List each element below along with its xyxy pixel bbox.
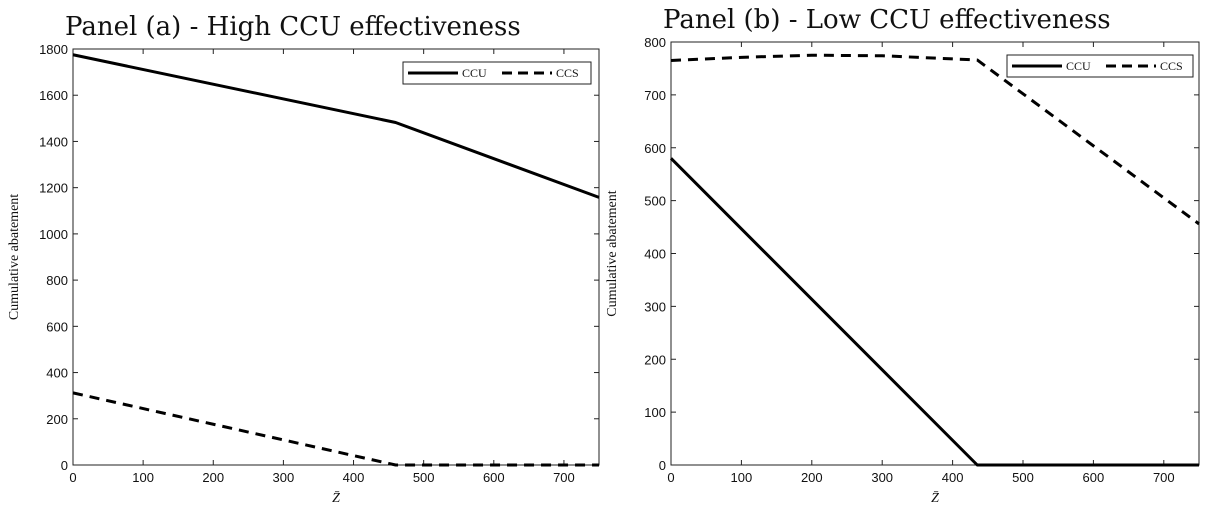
y-tick-label: 1000 — [39, 227, 68, 242]
legend: CCU CCS — [1007, 55, 1193, 77]
plot-frame — [671, 42, 1199, 465]
x-tick-label: 300 — [871, 470, 893, 485]
y-tick-label: 1200 — [39, 181, 68, 196]
x-tick-label: 600 — [483, 470, 505, 485]
x-tick-label: 200 — [801, 470, 823, 485]
x-tick-label: 200 — [202, 470, 224, 485]
y-tick-label: 600 — [46, 319, 68, 334]
chart-panel-1: Panel (b) - Low CCU effectiveness 0 100 200… — [605, 5, 1199, 506]
x-tick-label: 100 — [731, 470, 753, 485]
y-tick-label: 200 — [644, 352, 666, 367]
y-tick-label: 200 — [46, 412, 68, 427]
y-tick-label: 400 — [644, 247, 666, 262]
y-axis-label: Cumulative abatement — [7, 194, 22, 320]
x-tick-label: 700 — [1153, 470, 1175, 485]
y-tick-label: 1600 — [39, 88, 68, 103]
legend-label-ccu: CCU — [1066, 59, 1091, 73]
series-line-ccs — [671, 55, 1199, 224]
series-line-ccu — [671, 158, 1199, 465]
y-tick-label: 700 — [644, 88, 666, 103]
y-tick-label: 1800 — [39, 42, 68, 57]
y-tick-label: 500 — [644, 194, 666, 209]
x-tick-label: 300 — [273, 470, 295, 485]
x-tick-label: 400 — [942, 470, 964, 485]
chart-panel-0: Panel (a) - High CCU effectiveness 0 100 20… — [7, 12, 599, 506]
y-tick-label: 0 — [61, 458, 68, 473]
y-tick-label: 400 — [46, 366, 68, 381]
chart-title: Panel (b) - Low CCU effectiveness — [663, 5, 1111, 35]
y-tick-label: 0 — [659, 458, 666, 473]
y-tick-label: 600 — [644, 141, 666, 156]
chart-title: Panel (a) - High CCU effectiveness — [65, 12, 521, 42]
y-tick-label: 1400 — [39, 134, 68, 149]
legend-label-ccs: CCS — [556, 66, 579, 80]
y-axis-label: Cumulative abatement — [605, 190, 620, 316]
x-tick-label: 700 — [553, 470, 575, 485]
legend-label-ccu: CCU — [462, 66, 487, 80]
series-line-ccs — [73, 393, 599, 465]
y-tick-label: 800 — [46, 273, 68, 288]
legend: CCU CCS — [403, 62, 591, 84]
y-tick-label: 100 — [644, 405, 666, 420]
y-tick-label: 800 — [644, 35, 666, 50]
x-tick-label: 500 — [1012, 470, 1034, 485]
x-tick-label: 600 — [1083, 470, 1105, 485]
x-tick-label: 0 — [69, 470, 76, 485]
x-tick-label: 100 — [132, 470, 154, 485]
x-tick-label: 400 — [343, 470, 365, 485]
x-axis-label: Z̄ — [332, 491, 340, 506]
x-tick-label: 0 — [667, 470, 674, 485]
y-tick-label: 300 — [644, 299, 666, 314]
x-tick-label: 500 — [413, 470, 435, 485]
x-axis-label: Z̄ — [931, 491, 939, 506]
legend-label-ccs: CCS — [1160, 59, 1183, 73]
